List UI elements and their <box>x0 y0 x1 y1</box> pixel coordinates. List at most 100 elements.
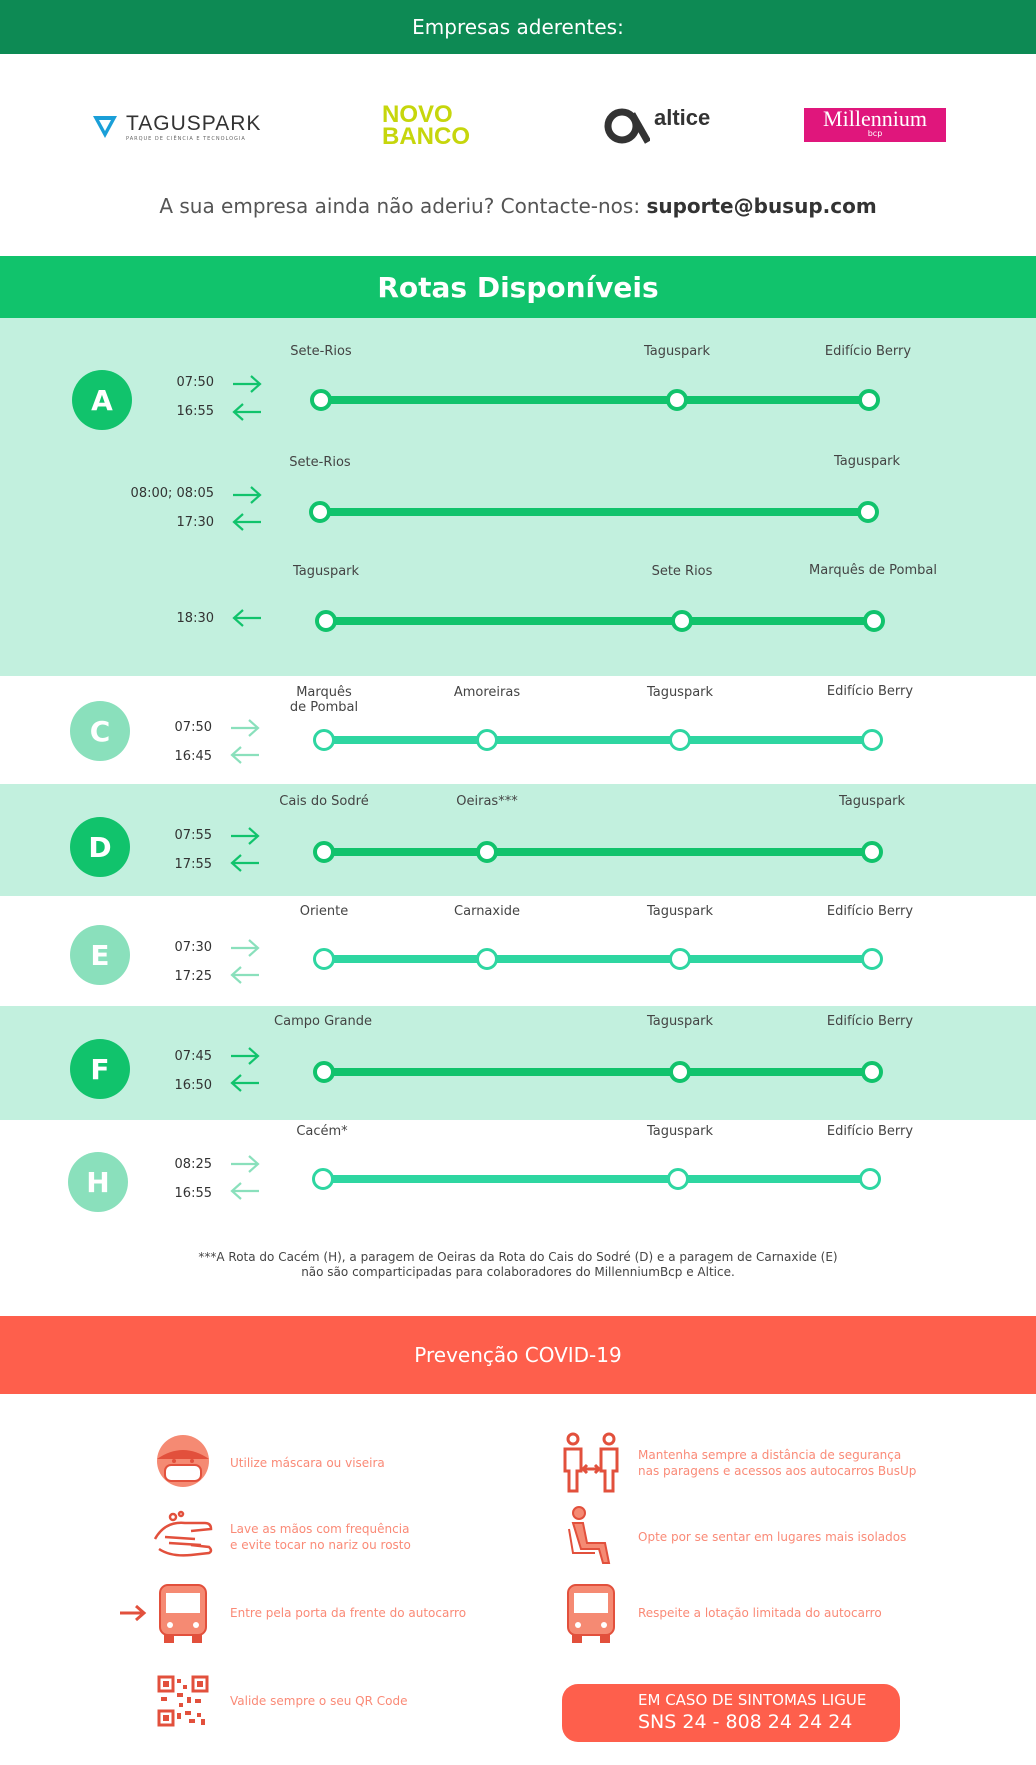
route-badge: H <box>68 1152 128 1212</box>
departure-time: 08:00; 08:05 <box>130 486 214 501</box>
route-badge: F <box>70 1039 130 1099</box>
tip-seat: Opte por se sentar em lugares mais isola… <box>556 1502 906 1572</box>
stop-label: Sete Rios <box>651 564 713 579</box>
arrow-left-icon <box>230 1074 259 1092</box>
stop-label: Oeiras*** <box>456 794 518 809</box>
route-stop <box>476 729 498 751</box>
return-time: 16:45 <box>174 749 212 764</box>
arrow-right-icon <box>120 1604 147 1622</box>
altice-logo: altice <box>602 104 710 144</box>
route-stop <box>312 1168 334 1190</box>
arrow-right-icon <box>231 939 260 957</box>
tip-qr: Valide sempre o seu QR Code <box>148 1666 407 1736</box>
stop-label: Edifício Berry <box>826 1014 914 1029</box>
return-time: 18:30 <box>176 611 214 626</box>
contact-line: A sua empresa ainda não aderiu? Contacte… <box>159 194 877 218</box>
sos-call-box[interactable]: EM CASO DE SINTOMAS LIGUE SNS 24 - 808 2… <box>562 1684 900 1742</box>
arrow-left-icon <box>232 403 261 421</box>
covid-section: Utilize máscara ou viseira Mantenha semp… <box>0 1394 1036 1765</box>
route-line <box>326 617 874 625</box>
covid-title: Prevenção COVID-19 <box>0 1316 1036 1394</box>
arrow-right-icon <box>231 719 260 737</box>
route-stop <box>861 948 883 970</box>
return-time: 17:30 <box>176 515 214 530</box>
stop-label: Taguspark <box>646 904 714 919</box>
arrow-right-icon <box>233 375 262 393</box>
route-c: C Marquês de Pombal Amoreiras Taguspark E… <box>0 676 1036 784</box>
tip-front-door: Entre pela porta da frente do autocarro <box>118 1578 466 1648</box>
stop-label: Amoreiras <box>453 685 521 700</box>
tip-mask: Utilize máscara ou viseira <box>148 1428 385 1498</box>
route-line <box>324 955 872 963</box>
route-stop <box>313 948 335 970</box>
route-badge: A <box>72 370 132 430</box>
route-badge: D <box>70 817 130 877</box>
hand-wash-icon <box>148 1502 218 1572</box>
arrow-left-icon <box>230 1182 259 1200</box>
route-stop <box>313 729 335 751</box>
stop-label: Taguspark <box>646 1124 714 1139</box>
stop-label: Carnaxide <box>454 904 520 919</box>
tip-capacity: Respeite a lotação limitada do autocarro <box>556 1578 882 1648</box>
face-mask-icon <box>148 1428 218 1498</box>
route-stop <box>669 729 691 751</box>
arrow-left-icon <box>232 513 261 531</box>
arrow-right-icon <box>231 1155 260 1173</box>
novobanco-logo: NOVO BANCO <box>382 101 470 150</box>
departure-time: 07:30 <box>174 940 212 955</box>
route-f: F Campo Grande Taguspark Edifício Berry … <box>0 1006 1036 1120</box>
route-badge: C <box>70 701 130 761</box>
route-e: E Oriente Carnaxide Taguspark Edifício B… <box>0 896 1036 1006</box>
route-stop <box>863 610 885 632</box>
route-stop <box>667 1168 689 1190</box>
return-time: 17:25 <box>174 969 212 984</box>
departure-time: 07:50 <box>174 720 212 735</box>
stop-label: Edifício Berry <box>826 684 914 699</box>
stop-label: Sete-Rios <box>289 455 351 470</box>
route-stop <box>666 389 688 411</box>
arrow-left-icon <box>230 966 259 984</box>
departure-time: 07:55 <box>174 828 212 843</box>
arrow-right-icon <box>231 827 260 845</box>
companies-header: Empresas aderentes: <box>0 0 1036 54</box>
route-a: A Sete-Rios Taguspark Edifício Berry 07:… <box>0 318 1036 676</box>
logos-section: TAGUSPARK PARQUE DE CIÊNCIA E TECNOLOGIA… <box>0 54 1036 254</box>
route-stop <box>858 389 880 411</box>
route-stop <box>476 841 498 863</box>
route-h: H Cacém* Taguspark Edifício Berry 08:25 … <box>0 1120 1036 1310</box>
companies-title: Empresas aderentes: <box>412 15 624 39</box>
taguspark-logo: TAGUSPARK PARQUE DE CIÊNCIA E TECNOLOGIA <box>92 112 261 142</box>
return-time: 16:55 <box>174 1186 212 1201</box>
stop-label: Sete-Rios <box>290 344 352 359</box>
return-time: 16:55 <box>176 404 214 419</box>
seated-person-icon <box>556 1502 626 1572</box>
route-line <box>320 508 868 516</box>
stop-label: Taguspark <box>292 564 360 579</box>
altice-mark-icon <box>604 108 650 144</box>
route-line <box>324 736 872 744</box>
return-time: 16:50 <box>174 1078 212 1093</box>
departure-time: 07:45 <box>174 1049 212 1064</box>
stop-label: Taguspark <box>646 685 714 700</box>
footnote: ***A Rota do Cacém (H), a paragem de Oei… <box>198 1250 838 1279</box>
support-email-link[interactable]: suporte@busup.com <box>646 194 877 218</box>
route-stop <box>857 501 879 523</box>
stop-label: Taguspark <box>833 454 901 469</box>
route-badge: E <box>70 925 130 985</box>
route-stop <box>861 1061 883 1083</box>
route-stop <box>310 389 332 411</box>
route-stop <box>669 1061 691 1083</box>
stop-label: Marquês de Pombal <box>289 685 359 715</box>
stop-label: Oriente <box>299 904 349 919</box>
arrow-left-icon <box>230 746 259 764</box>
route-line <box>324 1068 872 1076</box>
arrow-left-icon <box>232 609 261 627</box>
tip-wash: Lave as mãos com frequência e evite tocar… <box>148 1502 411 1572</box>
stop-label: Taguspark <box>646 1014 714 1029</box>
route-stop <box>476 948 498 970</box>
arrow-right-icon <box>231 1047 260 1065</box>
bus-enter-icon <box>148 1578 218 1648</box>
route-line <box>321 396 869 404</box>
stop-label: Cacém* <box>296 1124 348 1139</box>
departure-time: 08:25 <box>174 1157 212 1172</box>
